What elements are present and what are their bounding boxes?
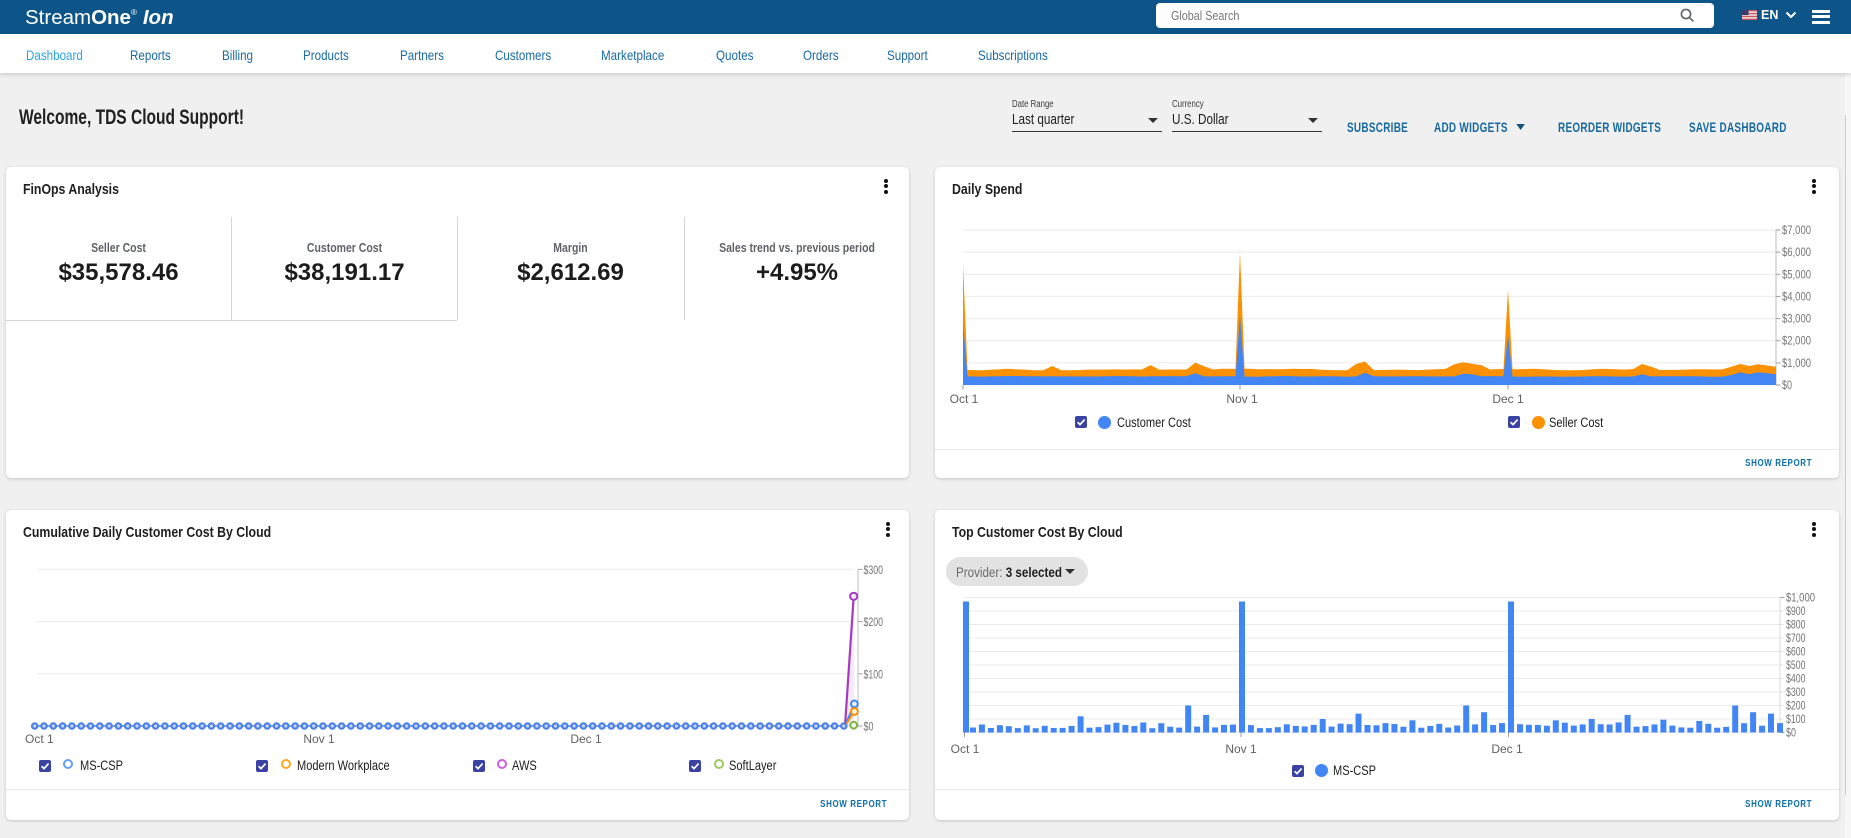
svg-text:$0: $0 — [864, 722, 874, 734]
svg-text:$5,000: $5,000 — [1782, 269, 1811, 281]
svg-text:$3,000: $3,000 — [1782, 314, 1811, 326]
svg-text:$7,000: $7,000 — [1782, 225, 1811, 237]
svg-text:$100: $100 — [1786, 714, 1806, 726]
svg-text:$700: $700 — [1786, 633, 1806, 645]
svg-text:$600: $600 — [1786, 646, 1806, 658]
svg-text:Oct 1: Oct 1 — [25, 732, 54, 746]
svg-text:$400: $400 — [1786, 673, 1806, 685]
svg-text:Oct 1: Oct 1 — [950, 392, 979, 406]
svg-text:Dec 1: Dec 1 — [1492, 392, 1524, 406]
svg-text:Nov 1: Nov 1 — [1225, 742, 1257, 756]
svg-text:$100: $100 — [864, 669, 884, 681]
svg-text:$1,000: $1,000 — [1786, 592, 1815, 604]
svg-text:Dec 1: Dec 1 — [570, 732, 602, 746]
svg-text:$4,000: $4,000 — [1782, 291, 1811, 303]
svg-text:Nov 1: Nov 1 — [1226, 392, 1258, 406]
svg-text:$2,000: $2,000 — [1782, 336, 1811, 348]
svg-text:$900: $900 — [1786, 606, 1806, 618]
svg-text:$6,000: $6,000 — [1782, 247, 1811, 259]
svg-text:$200: $200 — [1786, 700, 1806, 712]
svg-text:$0: $0 — [1782, 380, 1792, 392]
svg-text:$0: $0 — [1786, 727, 1796, 739]
svg-text:$300: $300 — [864, 565, 884, 577]
svg-text:$300: $300 — [1786, 687, 1806, 699]
svg-text:$1,000: $1,000 — [1782, 358, 1811, 370]
svg-text:$500: $500 — [1786, 660, 1806, 672]
svg-text:Nov 1: Nov 1 — [303, 732, 335, 746]
svg-text:$800: $800 — [1786, 619, 1806, 631]
svg-text:$200: $200 — [864, 617, 884, 629]
svg-text:Oct 1: Oct 1 — [951, 742, 980, 756]
svg-text:Dec 1: Dec 1 — [1491, 742, 1523, 756]
